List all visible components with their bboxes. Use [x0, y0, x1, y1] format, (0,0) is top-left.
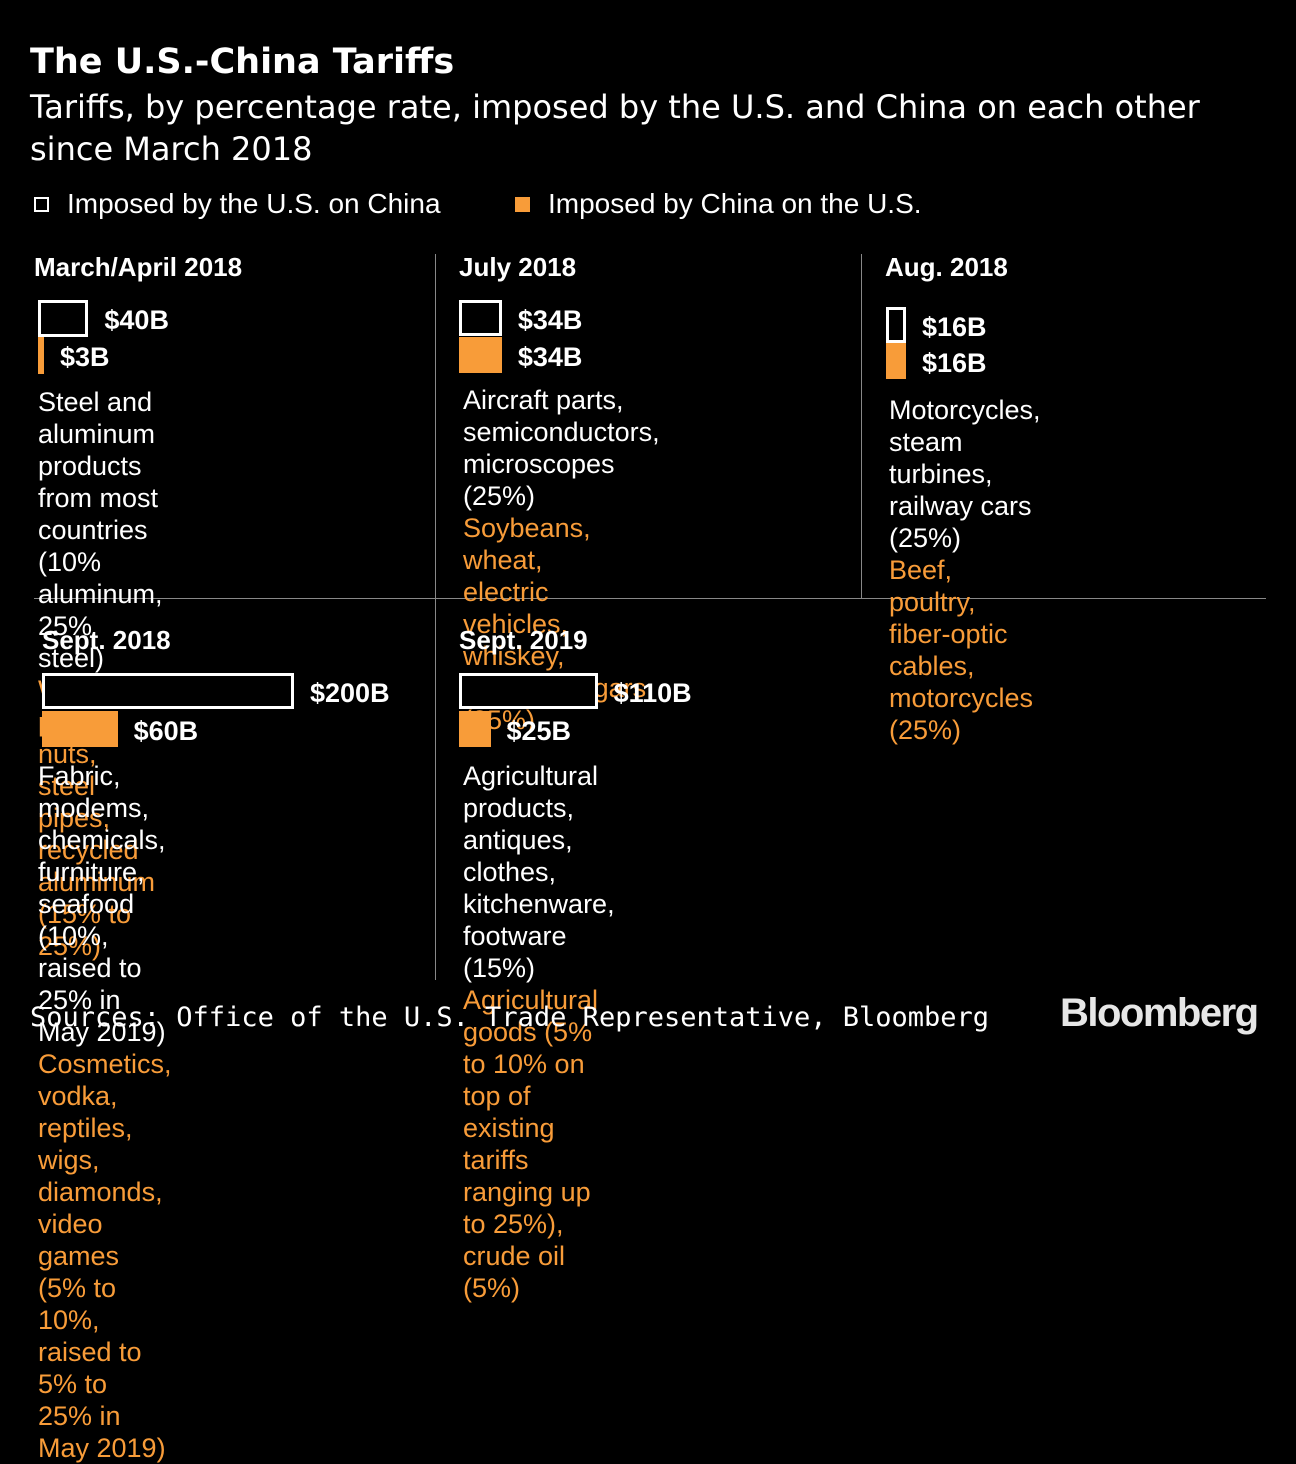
bar-china-on-us — [459, 337, 502, 373]
legend-item-us: Imposed by the U.S. on China — [34, 186, 441, 222]
divider-vertical-2 — [861, 254, 862, 598]
value-label-us: $34B — [517, 305, 583, 335]
bar-us-on-china — [38, 300, 89, 337]
china-tariff-goods-line: cables, motorcycles (25%) — [889, 651, 1034, 745]
value-label-us: $16B — [922, 312, 987, 342]
china-tariff-goods-line: ranging up to 25%), crude oil (5%) — [463, 1177, 591, 1303]
panel-description: Motorcycles, steam turbines, railway cars… — [889, 394, 1041, 746]
us-tariff-goods-line: Motorcycles, steam turbines, — [889, 395, 1041, 489]
legend-swatch-us — [34, 196, 49, 212]
value-label-china: $25B — [506, 716, 572, 746]
us-tariff-goods-line: Agricultural products, antiques, clothes… — [463, 761, 615, 919]
us-tariff-goods-line: raised to 25% in May 2019) — [38, 953, 166, 1047]
panel-period-label: Sept. 2019 — [459, 625, 588, 655]
us-tariff-goods-line: (10% aluminum, 25% steel) — [38, 547, 163, 673]
china-tariff-goods-line: wigs, diamonds, video games — [38, 1145, 163, 1271]
us-tariff-goods-line: semiconductors, — [463, 417, 660, 447]
legend-label-us: Imposed by the U.S. on China — [67, 188, 441, 219]
china-tariff-goods-line: Cosmetics, vodka, reptiles, — [38, 1049, 172, 1143]
chart-title: The U.S.-China Tariffs — [30, 42, 455, 82]
value-label-china: $16B — [922, 348, 987, 378]
china-tariff-goods-line: 25% in May 2019) — [38, 1401, 166, 1463]
chart-subtitle: Tariffs, by percentage rate, imposed by … — [30, 88, 1200, 168]
source-note: Sources: Office of the U.S. Trade Repres… — [30, 1002, 990, 1033]
bar-china-on-us — [42, 711, 118, 747]
panel-period-label: Sept. 2018 — [42, 625, 171, 655]
bar-us-on-china — [459, 300, 502, 336]
us-tariff-goods-line: Steel and aluminum products — [38, 387, 156, 481]
bloomberg-logo: Bloomberg — [1060, 991, 1259, 1035]
divider-vertical-1 — [435, 254, 436, 980]
china-tariff-goods-line: steel pipes, recycled — [38, 771, 139, 865]
china-tariff-goods-line: (5% to 10%, raised to 5% to — [38, 1273, 142, 1399]
bar-china-on-us — [38, 337, 44, 374]
china-tariff-goods-line: Beef, poultry, fiber-optic — [889, 555, 1008, 649]
bar-us-on-china — [459, 673, 598, 709]
legend-item-china: Imposed by China on the U.S. — [515, 186, 922, 222]
panel-period-label: July 2018 — [459, 252, 577, 282]
legend-label-china: Imposed by China on the U.S. — [548, 188, 922, 219]
value-label-china: $3B — [60, 342, 110, 372]
us-tariff-goods-line: footware (15%) — [463, 921, 567, 983]
value-label-us: $110B — [613, 678, 692, 708]
china-tariff-goods-line: electric vehicles, whiskey, — [463, 577, 569, 671]
panel-period-label: March/April 2018 — [34, 252, 243, 282]
bar-us-on-china — [42, 673, 294, 709]
us-tariff-goods-line: Aircraft parts, — [463, 385, 624, 415]
bar-china-on-us — [886, 343, 906, 379]
panel-period-label: Aug. 2018 — [885, 252, 1008, 282]
china-tariff-goods-line: aluminum (15% to 25%) — [38, 867, 156, 961]
legend-swatch-china — [515, 196, 530, 212]
value-label-china: $60B — [133, 716, 199, 746]
bar-china-on-us — [459, 711, 491, 747]
us-tariff-goods-line: Fabric, modems, chemicals, — [38, 761, 166, 855]
value-label-us: $40B — [104, 305, 169, 335]
us-tariff-goods-line: microscopes (25%) — [463, 449, 615, 511]
us-tariff-goods-line: furniture, seafood (10%, — [38, 857, 145, 951]
divider-horizontal — [34, 598, 1266, 599]
value-label-us: $200B — [310, 678, 390, 708]
value-label-china: $34B — [517, 342, 583, 372]
china-tariff-goods-line: Soybeans, wheat, — [463, 513, 591, 575]
us-tariff-goods-line: from most countries — [38, 483, 159, 545]
us-tariff-goods-line: railway cars (25%) — [889, 491, 1032, 553]
bar-us-on-china — [886, 307, 906, 343]
panel-description: Fabric, modems, chemicals, furniture, sea… — [38, 760, 172, 1464]
